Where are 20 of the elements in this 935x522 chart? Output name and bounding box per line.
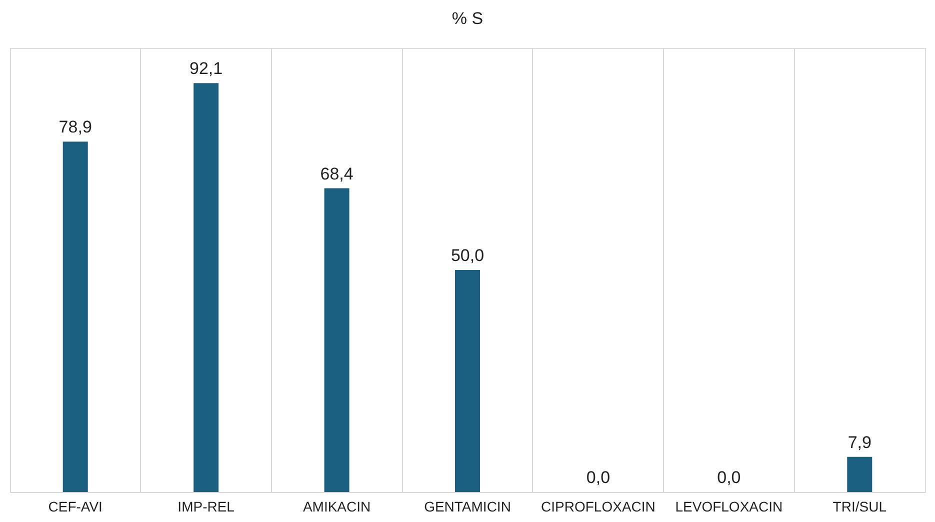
x-tick-label: AMIKACIN [302,498,371,514]
bar [324,188,350,492]
data-label: 68,4 [320,164,354,184]
data-label: 7,9 [848,432,872,452]
x-tick-label: LEVOFLOXACIN [675,498,783,514]
bar [455,270,480,492]
x-tick-label: CIPROFLOXACIN [541,498,656,514]
x-tick-label: CEF-AVI [48,498,102,514]
data-label: 92,1 [190,59,223,78]
bar [62,142,88,492]
x-tick-label: TRI/SUL [832,498,887,514]
data-label: 0,0 [586,468,610,487]
chart-title: % S [452,9,484,28]
bar [194,83,219,492]
x-tick-label: GENTAMICIN [424,498,511,514]
data-label: 78,9 [58,118,92,137]
data-label: 50,0 [450,246,484,265]
data-label: 0,0 [717,468,741,487]
bar [847,456,872,492]
x-tick-label: IMP-REL [178,498,235,514]
